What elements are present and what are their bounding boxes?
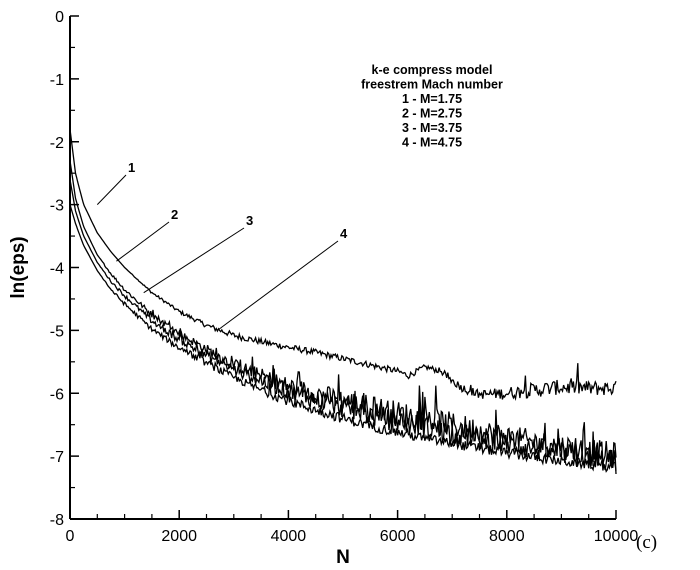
y-tick-label: -5 — [50, 323, 64, 340]
series-label-4: 4 — [340, 226, 348, 241]
series-line-1 — [69, 129, 617, 401]
series-label-layer: 1 2 3 4 — [96, 160, 348, 331]
y-tick-label: -2 — [50, 135, 64, 152]
series-line-3 — [69, 179, 617, 475]
axes-layer: 0-1-2-3-4-5-6-7-80 2000 4000 6000 8000 10000 — [50, 9, 639, 545]
x-axis-title: N — [336, 547, 350, 568]
x-tick-label: 0 — [66, 528, 75, 545]
legend-line: 3 - M=3.75 — [402, 121, 462, 135]
y-tick-label: 0 — [55, 9, 64, 26]
series-label-3: 3 — [246, 213, 253, 228]
legend-line: 4 - M=4.75 — [402, 136, 462, 150]
x-tick-label: 8000 — [489, 528, 525, 545]
y-tick-label: -8 — [50, 512, 64, 529]
series-label-leader-3 — [143, 227, 245, 294]
series-line-4 — [69, 204, 617, 473]
legend-line: k-e compress model — [372, 63, 493, 77]
y-tick-label: -3 — [50, 198, 64, 215]
y-tick-label: -1 — [50, 72, 64, 89]
y-tick-label: -7 — [50, 449, 64, 466]
legend-line: freestrem Mach number — [361, 78, 503, 92]
y-tick-label: -4 — [50, 261, 64, 278]
legend-line: 1 - M=1.75 — [402, 92, 462, 106]
x-tick-label: 6000 — [380, 528, 416, 545]
panel-label: (c) — [636, 532, 657, 553]
x-tick-label: 4000 — [271, 528, 307, 545]
series-label-leader-4 — [217, 240, 339, 331]
series-label-leader-1 — [96, 174, 127, 205]
legend-line: 2 - M=2.75 — [402, 107, 462, 121]
series-layer — [69, 129, 617, 475]
series-line-2 — [69, 160, 617, 467]
y-tick-label: -6 — [50, 386, 64, 403]
series-label-2: 2 — [171, 207, 178, 222]
x-tick-label: 10000 — [594, 528, 639, 545]
series-label-leader-2 — [116, 221, 170, 262]
y-axis-title: ln(eps) — [8, 236, 29, 298]
series-label-1: 1 — [128, 160, 135, 175]
x-tick-label: 2000 — [161, 528, 197, 545]
